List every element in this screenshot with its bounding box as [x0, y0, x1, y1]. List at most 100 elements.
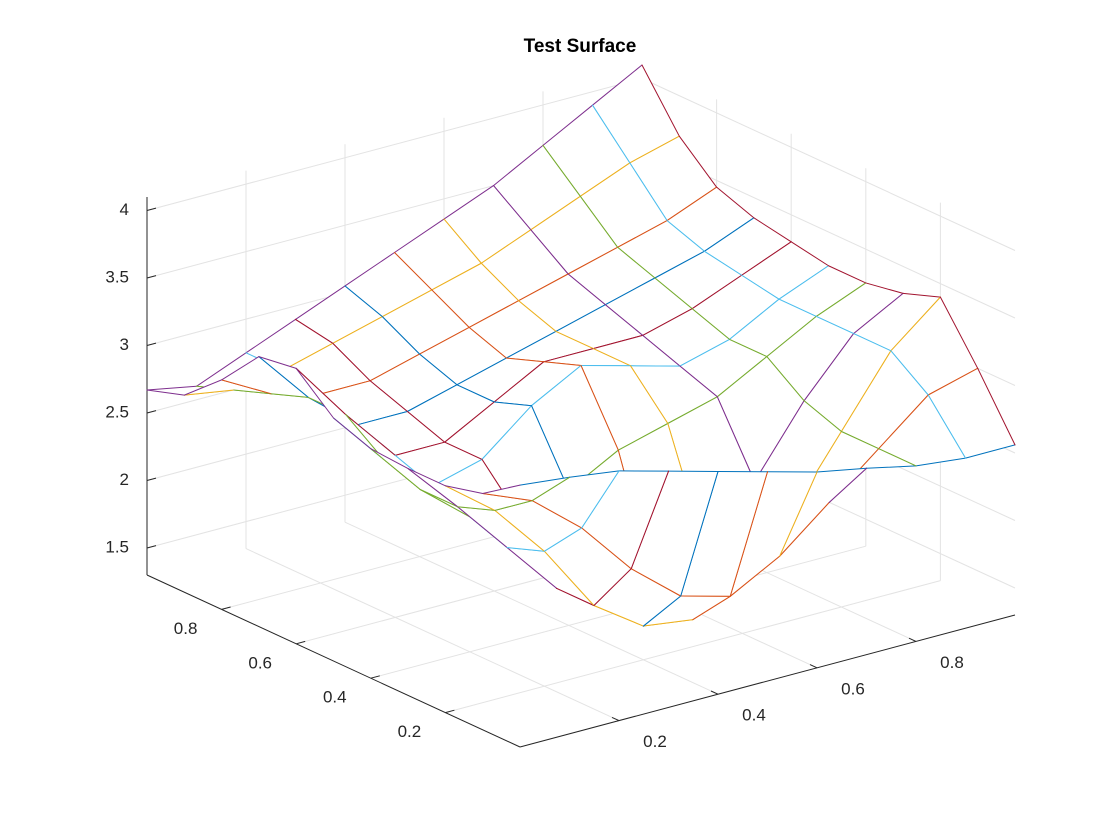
mesh-face	[296, 368, 383, 459]
mesh-face	[605, 278, 693, 336]
grid-line	[445, 580, 941, 714]
mesh-line	[295, 318, 334, 344]
mesh-face	[642, 308, 730, 367]
mesh-line	[569, 470, 620, 478]
mesh-line	[221, 379, 272, 395]
mesh-face	[555, 304, 643, 349]
mesh-line	[505, 330, 557, 359]
mesh-line	[543, 550, 595, 606]
mesh-line	[146, 389, 185, 396]
mesh-line	[258, 356, 309, 398]
mesh-line	[196, 352, 247, 387]
z-tick-label: 4	[120, 200, 129, 219]
mesh-line	[680, 470, 719, 597]
mesh-line	[543, 527, 583, 552]
mesh-line	[494, 500, 533, 511]
mesh-line	[531, 476, 570, 502]
mesh-line	[506, 547, 558, 589]
mesh-face	[617, 220, 705, 278]
mesh-face	[507, 547, 594, 606]
mesh-line	[679, 365, 718, 398]
mesh-line	[915, 457, 966, 467]
mesh-face	[394, 219, 482, 290]
y-tick	[296, 640, 306, 645]
z-tick-label: 3	[120, 335, 129, 354]
mesh-line	[642, 308, 693, 336]
mesh-face	[593, 568, 681, 627]
mesh-face	[407, 384, 495, 443]
mesh-face	[370, 448, 458, 507]
mesh-line	[295, 367, 347, 416]
mesh-face	[629, 136, 717, 221]
mesh-line	[604, 277, 656, 306]
mesh-line	[729, 555, 781, 597]
mesh-line	[753, 217, 792, 243]
mesh-line	[865, 282, 904, 294]
mesh-line	[630, 470, 669, 570]
mesh-line	[716, 186, 755, 219]
mesh-face	[493, 145, 581, 230]
mesh-line	[741, 241, 792, 276]
mesh-line	[419, 353, 458, 386]
mesh-line	[803, 400, 842, 432]
mesh-line	[803, 333, 855, 402]
mesh-line	[815, 282, 867, 317]
y-axis-line	[146, 574, 521, 748]
mesh-face	[630, 365, 718, 424]
mesh-line	[282, 342, 334, 371]
mesh-line	[258, 356, 297, 369]
mesh-face	[494, 361, 581, 406]
mesh-line	[468, 326, 507, 359]
mesh-line	[691, 274, 743, 310]
mesh-face	[518, 274, 606, 332]
mesh-line	[778, 298, 817, 317]
mesh-line	[703, 250, 743, 276]
mesh-line	[332, 342, 371, 382]
mesh-face	[481, 229, 569, 301]
mesh-line	[828, 265, 867, 284]
mesh-face	[928, 368, 1015, 459]
mesh-line	[965, 444, 1016, 459]
mesh-line	[853, 292, 904, 335]
mesh-line	[592, 64, 643, 106]
mesh-line	[444, 485, 484, 495]
mesh-line	[444, 485, 496, 511]
mesh-face	[419, 327, 507, 385]
mesh-line	[444, 441, 483, 460]
mesh-line	[431, 289, 470, 328]
mesh-face	[543, 348, 631, 366]
mesh-line	[344, 252, 395, 287]
mesh-line	[567, 246, 619, 275]
mesh-face	[890, 297, 978, 395]
mesh-line	[443, 218, 482, 264]
mesh-line	[654, 250, 705, 279]
y-tick	[221, 606, 231, 610]
mesh-line	[530, 195, 581, 231]
z-tick	[146, 545, 157, 549]
mesh-line	[729, 298, 780, 340]
mesh-line	[630, 365, 669, 424]
mesh-face	[766, 316, 854, 401]
mesh-line	[716, 396, 756, 482]
mesh-line	[678, 135, 718, 188]
mesh-line	[381, 316, 421, 355]
mesh-face	[568, 247, 655, 305]
mesh-face	[531, 365, 619, 491]
mesh-line	[493, 361, 545, 403]
mesh-face	[667, 187, 754, 252]
mesh-line	[146, 385, 197, 391]
x-tick	[710, 690, 719, 695]
mesh-line	[902, 292, 941, 298]
mesh-line	[481, 405, 532, 460]
mesh-line	[493, 185, 532, 231]
mesh-line	[531, 405, 570, 491]
mesh-face	[370, 354, 457, 412]
x-tick	[908, 637, 917, 642]
mesh-line	[629, 162, 668, 222]
mesh-face	[692, 275, 779, 340]
mesh-line	[556, 587, 595, 606]
mesh-line	[778, 265, 829, 300]
mesh-face	[444, 185, 531, 264]
mesh-line	[604, 304, 644, 336]
